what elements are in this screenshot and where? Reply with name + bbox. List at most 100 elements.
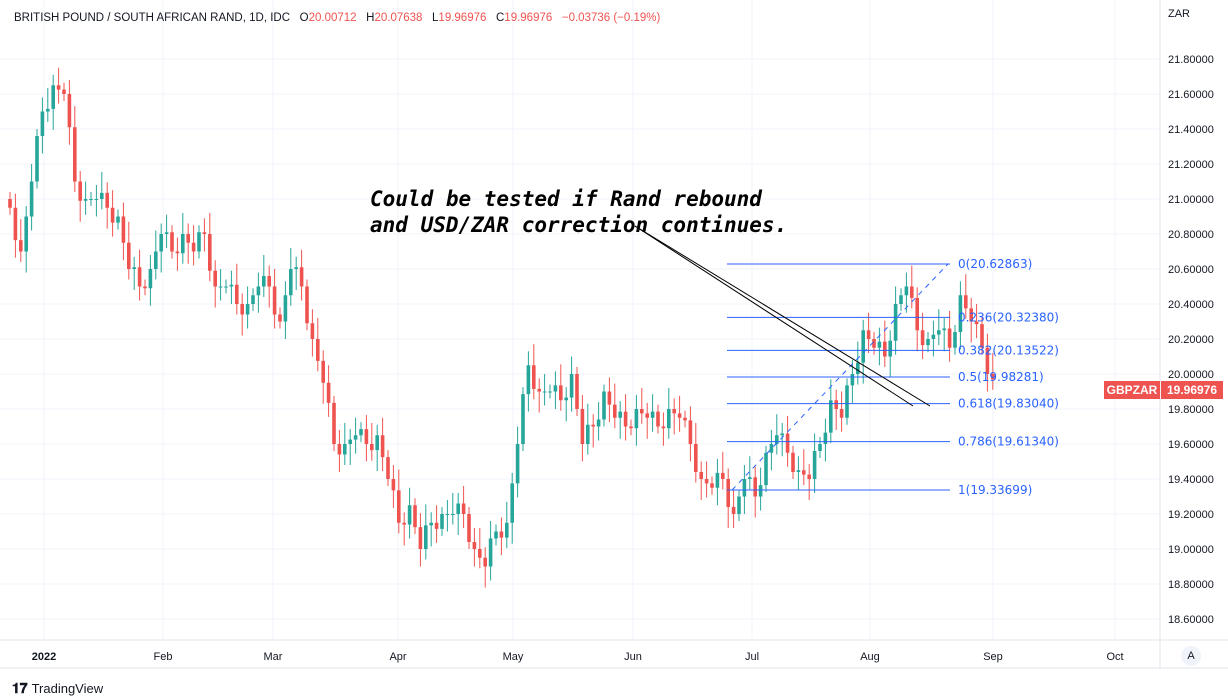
candle-body (591, 424, 595, 427)
candle-body (796, 470, 801, 472)
candle-body (926, 339, 930, 346)
y-tick-label: 21.20000 (1168, 159, 1214, 171)
candle-body (726, 479, 730, 507)
candle-body (715, 472, 720, 488)
candle-body (148, 269, 153, 289)
candle-body (958, 295, 963, 332)
candle-body (386, 457, 390, 479)
candle-body (235, 284, 239, 304)
annotation-text[interactable]: Could be tested if Rand rebound and USD/Z… (370, 186, 787, 238)
open-label: O (299, 12, 309, 24)
candle-body (677, 413, 682, 418)
candle-body (402, 522, 406, 525)
x-tick-label: Apr (389, 651, 406, 663)
legend-header: BRITISH POUND / SOUTH AFRICAN RAND, 1D, … (14, 12, 660, 24)
candle-body (872, 339, 876, 348)
candle-body (137, 267, 142, 287)
candle-body (947, 328, 952, 348)
candle-body (893, 304, 898, 341)
y-tick-label: 20.60000 (1168, 264, 1214, 276)
candle-body (704, 479, 709, 484)
candle-body (13, 207, 18, 241)
x-tick-label: Oct (1106, 651, 1123, 663)
candle-body (19, 240, 23, 252)
candle-body (856, 362, 860, 374)
annotation-arrow-line (634, 225, 914, 407)
candle-body (915, 297, 919, 331)
candle-body (429, 522, 433, 526)
candle-body (564, 397, 568, 401)
candle-body (440, 514, 444, 529)
fib-level-label: 0.618(19.83040) (958, 397, 1059, 411)
candle-body (607, 391, 612, 405)
candle-body (850, 374, 855, 386)
candle-body (445, 514, 450, 515)
candle-body (569, 374, 574, 398)
candle-body (785, 433, 790, 453)
candle-body (980, 324, 984, 348)
candle-body (505, 522, 509, 538)
x-tick-label: 2022 (32, 651, 56, 663)
candle-body (748, 477, 752, 479)
y-tick-label: 20.40000 (1168, 299, 1214, 311)
candle-body (559, 385, 563, 401)
candle-body (596, 419, 601, 427)
candle-body (73, 127, 77, 182)
candle-body (839, 409, 844, 418)
candle-body (191, 242, 196, 252)
high-value: 20.07638 (374, 12, 423, 24)
candle-body (812, 451, 817, 479)
candle-body (866, 330, 871, 339)
x-tick-label: Jun (624, 651, 642, 663)
candle-body (321, 360, 325, 383)
candle-body (542, 391, 547, 393)
y-tick-label: 19.20000 (1168, 509, 1214, 521)
candle-body (29, 181, 34, 217)
candle-body (521, 394, 525, 444)
candle-body (623, 411, 628, 427)
fib-level-label: 0.5(19.98281) (958, 370, 1044, 384)
candle-body (94, 199, 99, 200)
candle-body (154, 251, 158, 269)
candle-body (175, 251, 180, 254)
candle-body (305, 286, 309, 324)
candle-body (640, 409, 644, 414)
candle-body (694, 444, 698, 472)
candle-body (364, 429, 369, 444)
candle-body (461, 503, 466, 514)
candle-body (110, 207, 115, 223)
candle-body (164, 232, 169, 234)
candle-body (974, 321, 979, 325)
candle-body (278, 314, 282, 322)
candle-body (710, 483, 714, 488)
tradingview-logo[interactable]: 𝟏𝟕 TradingView (12, 680, 103, 697)
candle-body (262, 276, 266, 287)
auto-scale-button[interactable]: A (1181, 646, 1201, 666)
fib-level-label: 0.786(19.61340) (958, 435, 1059, 449)
candle-body (35, 136, 39, 182)
candle-body (343, 444, 347, 455)
candle-body (683, 417, 687, 421)
y-tick-label: 19.60000 (1168, 439, 1214, 451)
candle-body (256, 286, 261, 296)
candle-body (116, 216, 120, 223)
candle-body (688, 420, 693, 444)
candle-body (575, 374, 579, 409)
candle-body (580, 409, 585, 444)
fib-level-label: 0.382(20.13522) (958, 343, 1059, 357)
candle-body (127, 242, 131, 269)
candle-body (375, 435, 379, 451)
candle-body (937, 330, 941, 335)
candle-body (170, 232, 174, 252)
candle-body (67, 94, 72, 128)
candle-body (310, 323, 315, 339)
y-tick-label: 20.80000 (1168, 229, 1214, 241)
candle-body (845, 385, 849, 418)
candle-body (834, 400, 838, 409)
candle-body (337, 444, 342, 455)
candle-body (478, 549, 482, 558)
candle-body (397, 490, 401, 523)
candle-body (910, 286, 914, 298)
candle-body (823, 432, 828, 444)
